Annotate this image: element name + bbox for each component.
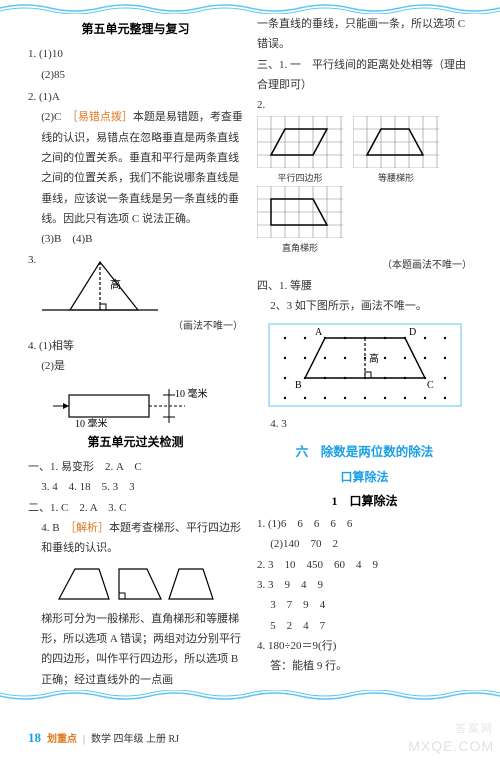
footer-rest: 数学 四年级 上册 RJ — [91, 730, 179, 745]
u3-l2: 3 7 9 4 — [257, 595, 472, 615]
svg-text:C: C — [427, 380, 434, 391]
grid-parallelogram: 平行四边形 — [257, 116, 343, 187]
svg-text:D: D — [409, 327, 416, 338]
u3-l3: 5 2 4 7 — [257, 616, 472, 636]
q2-2-prefix: (2)C — [41, 111, 72, 123]
footer-inner: 18 划重点 | 数学 四年级 上册 RJ — [28, 730, 179, 746]
s3-l1: 三、1. 一 平行线间的距离处处相等（理由合理即可） — [257, 55, 472, 96]
unit6-sub: 口算除法 — [257, 466, 472, 488]
bottom-wave-border — [0, 690, 500, 704]
q3-note: （画法不唯一） — [28, 318, 243, 337]
dotted-trap-figure: A D B C 高 — [257, 320, 472, 410]
hint-label: ［易错点拨］ — [72, 111, 133, 123]
s4-l3: 4. 3 — [257, 414, 472, 434]
cap-zj: 直角梯形 — [257, 240, 343, 257]
trapezoid-set — [28, 563, 243, 605]
test-s1-l1: 一、1. 易变形 2. A C — [28, 457, 243, 477]
s4-l2: 2、3 如下图所示，画法不唯一。 — [257, 296, 472, 316]
cap-px: 平行四边形 — [257, 170, 343, 187]
grid-figures: 平行四边形 等腰梯形 — [257, 116, 472, 187]
s4-l1: 四、1. 等腰 — [257, 276, 472, 296]
q1-line2: (2)85 — [28, 65, 243, 85]
u1-l2: (2)140 70 2 — [257, 534, 472, 554]
right-column: 一条直线的垂线，只能画一条，所以选项 C 错误。 三、1. 一 平行线间的距离处… — [257, 14, 472, 700]
test-s2-l1: 二、1. C 2. A 3. C — [28, 498, 243, 518]
page-content: 第五单元整理与复习 1. (1)10 (2)85 2. (1)A (2)C ［易… — [28, 14, 472, 700]
svg-text:10 毫米: 10 毫米 — [175, 387, 208, 400]
svg-text:高: 高 — [369, 352, 379, 365]
page-number: 18 — [28, 730, 41, 746]
test-s2-l2: 4. B ［解析］本题考查梯形、平行四边形和垂线的认识。 — [28, 518, 243, 559]
q3-row: 3. 高 — [28, 250, 243, 318]
q4-line2: (2)是 — [28, 356, 243, 376]
section-title-test: 第五单元过关检测 — [28, 431, 243, 453]
s3-note: （本题画法不唯一） — [257, 257, 472, 276]
svg-text:10 毫米: 10 毫米 — [75, 417, 108, 427]
q2-line1: 2. (1)A — [28, 87, 243, 107]
u2: 2. 3 10 450 60 4 9 — [257, 555, 472, 575]
s2-4b: 4. B — [41, 522, 70, 534]
q3-label: 3. — [28, 250, 36, 270]
u3-l1: 3. 3 9 4 9 — [257, 575, 472, 595]
section-title-review: 第五单元整理与复习 — [28, 18, 243, 40]
q2-2-wrap: (2)C ［易错点拨］本题是易错题，考查垂线的认识，易错点在忽略垂直是两条直线之… — [28, 107, 243, 229]
q2-hint-body: 本题是易错题，考查垂线的认识，易错点在忽略垂直是两条直线之间的位置关系。垂直和平… — [41, 111, 243, 225]
grid-figures-2: 直角梯形 — [257, 186, 472, 257]
u1-l1: 1. (1)6 6 6 6 6 — [257, 514, 472, 534]
cont-text: 一条直线的垂线，只能画一条，所以选项 C 错误。 — [257, 14, 472, 55]
s3-q2-label: 2. — [257, 95, 265, 115]
svg-text:A: A — [315, 327, 323, 338]
jiexi-label: ［解析］ — [71, 522, 110, 534]
left-column: 第五单元整理与复习 1. (1)10 (2)85 2. (1)A (2)C ［易… — [28, 14, 243, 700]
u4-l1: 4. 180÷20＝9(行) — [257, 636, 472, 656]
cap-dy: 等腰梯形 — [353, 170, 439, 187]
brand-name: 划重点 — [47, 730, 77, 745]
s3-q2-row: 2. — [257, 95, 472, 115]
unit6-title: 六 除数是两位数的除法 — [257, 441, 472, 464]
watermark-big: MXQE.COM — [408, 738, 494, 754]
s2-body2: 梯形可分为一般梯形、直角梯形和等腰梯形，所以选项 A 错误；两组对边分别平行的四… — [28, 609, 243, 690]
top-wave-border — [0, 0, 500, 14]
svg-text:B: B — [295, 380, 302, 391]
q4-figure: 10 毫米 10 毫米 — [28, 381, 243, 427]
u4-l2: 答：能植 9 行。 — [257, 656, 472, 676]
grid-right-trap: 直角梯形 — [257, 186, 343, 257]
watermark-small: 答案网 — [455, 720, 494, 736]
test-s1-l2: 3. 4 4. 18 5. 3 3 — [28, 477, 243, 497]
q2-line3: (3)B (4)B — [28, 229, 243, 249]
pipe-icon: | — [83, 734, 85, 745]
q4-line1: 4. (1)相等 — [28, 336, 243, 356]
q3-figure: 高 — [40, 254, 160, 314]
gao-label: 高 — [110, 277, 121, 291]
unit6-sub2: 1 口算除法 — [257, 490, 472, 512]
grid-iso-trap: 等腰梯形 — [353, 116, 439, 187]
q1-line1: 1. (1)10 — [28, 44, 243, 64]
